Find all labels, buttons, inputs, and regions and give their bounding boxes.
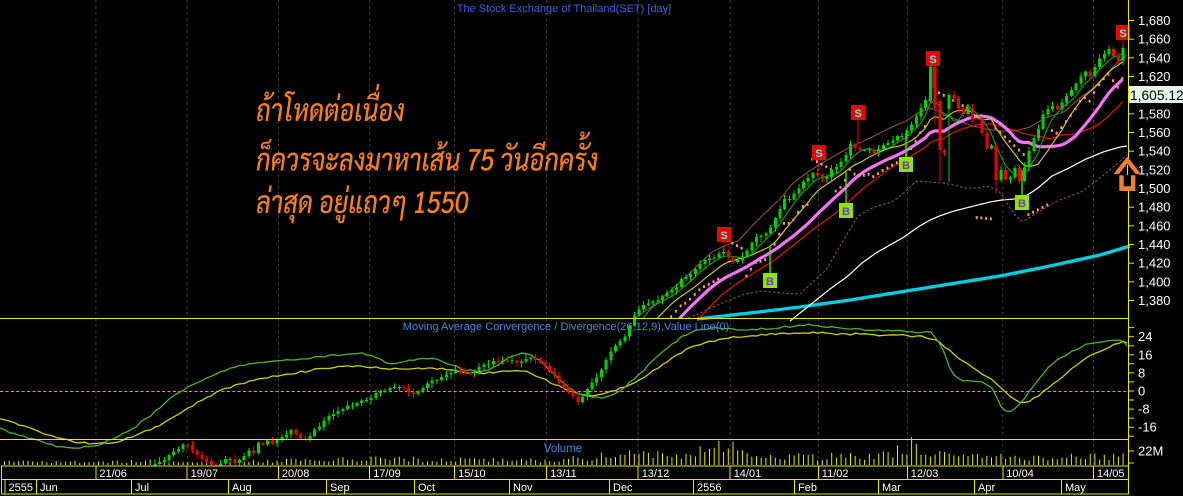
svg-text:1,620: 1,620 [1138, 69, 1171, 84]
svg-text:B: B [1018, 198, 1026, 210]
svg-text:19/07: 19/07 [191, 468, 219, 480]
svg-text:13/12: 13/12 [642, 468, 670, 480]
svg-text:1,680: 1,680 [1138, 13, 1171, 28]
svg-text:1,440: 1,440 [1138, 237, 1171, 252]
svg-text:14/01: 14/01 [734, 468, 762, 480]
svg-text:B: B [842, 206, 850, 218]
svg-text:1,640: 1,640 [1138, 50, 1171, 65]
svg-text:15/10: 15/10 [458, 468, 486, 480]
svg-text:14/05: 14/05 [1097, 468, 1125, 480]
svg-text:16: 16 [1138, 347, 1152, 362]
svg-text:S: S [815, 148, 822, 160]
svg-text:S: S [1119, 28, 1126, 40]
svg-text:20/08: 20/08 [282, 468, 310, 480]
svg-text:Nov: Nov [513, 482, 533, 494]
svg-text:Apr: Apr [978, 482, 995, 494]
svg-text:8: 8 [1138, 365, 1145, 380]
svg-text:-16: -16 [1138, 420, 1157, 435]
svg-text:Sep: Sep [330, 482, 350, 494]
svg-text:Moving Average Convergence / D: Moving Average Convergence / Divergence(… [403, 321, 729, 333]
svg-text:-8: -8 [1138, 402, 1150, 417]
svg-text:S: S [929, 54, 936, 66]
svg-text:May: May [1065, 482, 1086, 494]
svg-text:1,605.12: 1,605.12 [1130, 88, 1183, 103]
svg-text:21/06: 21/06 [99, 468, 127, 480]
svg-text:The Stock Exchange of Thailand: The Stock Exchange of Thailand(SET) [day… [457, 3, 671, 15]
svg-text:Volume: Volume [544, 443, 582, 455]
svg-text:S: S [720, 230, 727, 242]
svg-text:Aug: Aug [232, 482, 252, 494]
svg-text:1,400: 1,400 [1138, 274, 1171, 289]
svg-text:Dec: Dec [613, 482, 633, 494]
svg-text:1,480: 1,480 [1138, 200, 1171, 215]
svg-text:10/04: 10/04 [1006, 468, 1034, 480]
svg-text:Oct: Oct [418, 482, 435, 494]
svg-text:24: 24 [1138, 329, 1152, 344]
svg-text:12/03: 12/03 [911, 468, 939, 480]
svg-text:1,460: 1,460 [1138, 218, 1171, 233]
svg-text:1,560: 1,560 [1138, 125, 1171, 140]
svg-text:1,380: 1,380 [1138, 293, 1171, 308]
svg-text:1,520: 1,520 [1138, 162, 1171, 177]
svg-text:Jun: Jun [40, 482, 58, 494]
svg-text:0: 0 [1138, 384, 1145, 399]
svg-text:22M: 22M [1138, 444, 1163, 459]
svg-text:13/11: 13/11 [550, 468, 577, 480]
svg-text:1,580: 1,580 [1138, 106, 1171, 121]
svg-text:1,540: 1,540 [1138, 144, 1171, 159]
svg-text:2555: 2555 [9, 482, 33, 494]
svg-text:1,660: 1,660 [1138, 32, 1171, 47]
svg-text:B: B [766, 276, 774, 288]
svg-text:Jul: Jul [135, 482, 149, 494]
svg-text:1,420: 1,420 [1138, 256, 1171, 271]
svg-text:S: S [854, 108, 861, 120]
svg-text:11/02: 11/02 [822, 468, 849, 480]
svg-text:Mar: Mar [882, 482, 901, 494]
svg-text:Feb: Feb [798, 482, 817, 494]
svg-text:17/09: 17/09 [373, 468, 401, 480]
svg-text:1,500: 1,500 [1138, 181, 1171, 196]
svg-text:2556: 2556 [697, 482, 721, 494]
svg-text:B: B [902, 160, 910, 172]
